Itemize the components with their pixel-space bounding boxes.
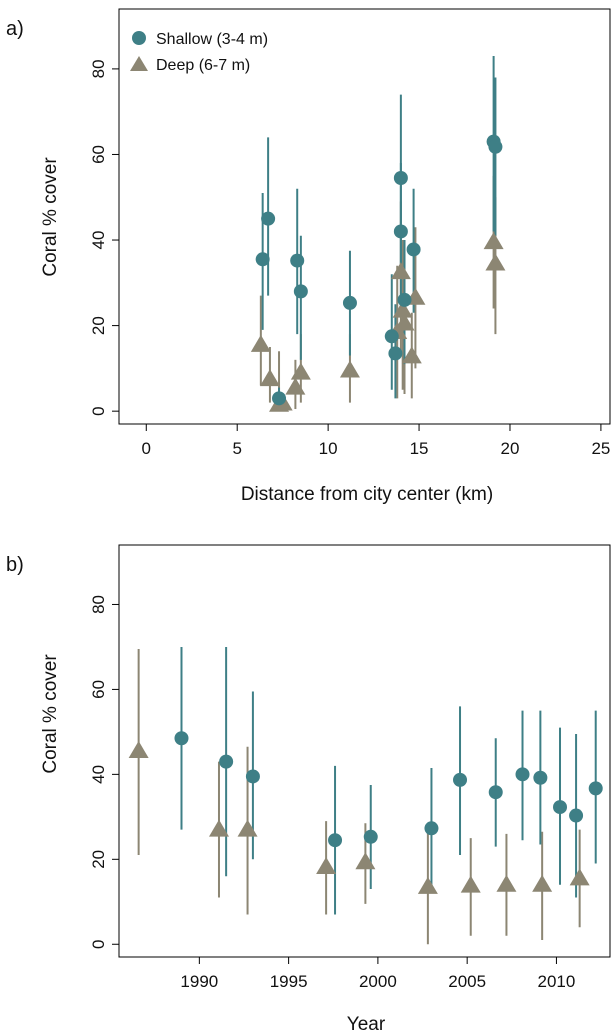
panel-a-shallow-point	[384, 329, 399, 344]
panel-b-shallow-point	[174, 731, 189, 746]
panel-a-deep-point	[485, 253, 506, 271]
panel-b-frame	[118, 544, 611, 958]
panel-a-shallow-point	[388, 346, 403, 361]
panel-a-frame	[118, 8, 611, 425]
panel-a-shallow-point	[255, 252, 270, 267]
legend-deep-marker-icon	[130, 56, 148, 71]
panel-b-y-ticks: 0 20 40 60 80	[89, 595, 119, 949]
panel-a-y-tick-label: 60	[89, 145, 108, 164]
panel-a-deep-point	[392, 300, 413, 318]
panel-b-shallow-point	[488, 785, 503, 800]
legend-shallow-marker-icon	[132, 31, 146, 45]
panel-b-x-ticks: 1990 1995 2000 2005 2010	[180, 957, 575, 991]
panel-b-x-tick-label: 1995	[270, 972, 308, 991]
panel-b-shallow-point	[245, 769, 260, 784]
panel-b-shallow-point	[363, 829, 378, 844]
panel-b-deep-point	[417, 876, 438, 894]
panel-a-shallow-point	[406, 242, 421, 257]
panel-a-marks	[250, 56, 506, 412]
panel-b-deep-point	[460, 875, 481, 893]
panel-a-deep-point	[401, 346, 422, 364]
panel-b-shallow-point	[328, 833, 343, 848]
panel-a-label: a)	[6, 18, 24, 40]
panel-b-shallow-point	[569, 808, 584, 823]
panel-a-x-tick-label: 25	[591, 439, 610, 458]
panel-b-deep-point	[237, 819, 258, 837]
panel-a-shallow-point	[272, 391, 287, 406]
panel-b-x-tick-label: 2000	[359, 972, 397, 991]
panel-a-x-tick-label: 20	[501, 439, 520, 458]
panel-b-y-axis-title: Coral % cover	[40, 654, 61, 774]
panel-b-deep-point	[355, 852, 376, 870]
panel-a-y-ticks: 0 20 40 60 80	[89, 59, 119, 416]
panel-a-shallow-point	[393, 224, 408, 239]
panel-b-deep-point	[316, 856, 337, 874]
legend-shallow-label: Shallow (3-4 m)	[156, 31, 268, 48]
panel-a-deep-point	[259, 369, 280, 387]
panel-b-x-tick-label: 2010	[538, 972, 576, 991]
panel-b: b) 1990 1995 2000 2005 2010 0 20 40 60 80 Year C…	[6, 544, 611, 1035]
panel-a-y-tick-label: 20	[89, 316, 108, 335]
panel-b-x-tick-label: 1990	[180, 972, 218, 991]
panel-a-shallow-point	[397, 292, 412, 307]
panel-b-shallow-point	[553, 800, 568, 815]
panel-a: a) 0 5 10 15 20 25 0 20 40 60 80 Distance from ci…	[6, 8, 611, 505]
panel-a-x-tick-label: 15	[410, 439, 429, 458]
panel-b-deep-point	[532, 874, 553, 892]
panel-b-deep-point	[208, 819, 229, 837]
panel-a-deep-point	[390, 262, 411, 280]
panel-b-y-tick-label: 40	[89, 765, 108, 784]
panel-a-shallow-point	[290, 253, 305, 268]
panel-a-shallow-point	[393, 170, 408, 185]
panel-b-shallow-point	[424, 821, 439, 836]
panel-b-x-axis-title: Year	[347, 1014, 386, 1035]
panel-a-shallow-point	[261, 211, 276, 226]
panel-a-deep-point	[394, 313, 415, 331]
panel-b-shallow-point	[219, 754, 234, 769]
panel-b-y-tick-label: 60	[89, 680, 108, 699]
panel-a-shallow-point	[488, 139, 503, 154]
panel-b-y-tick-label: 20	[89, 850, 108, 869]
panel-a-x-tick-label: 10	[319, 439, 338, 458]
panel-a-x-tick-label: 5	[232, 439, 241, 458]
panel-a-x-ticks: 0 5 10 15 20 25	[142, 424, 610, 458]
legend-deep-label: Deep (6-7 m)	[156, 57, 250, 74]
panel-b-shallow-point	[453, 772, 468, 787]
panel-b-label: b)	[6, 554, 24, 576]
panel-a-shallow-point	[293, 284, 308, 299]
panel-a-shallow-point	[342, 295, 357, 310]
panel-a-y-tick-label: 40	[89, 231, 108, 250]
panel-a-deep-point	[483, 232, 504, 250]
panel-a-deep-point	[339, 360, 360, 378]
panel-a-x-tick-label: 0	[142, 439, 151, 458]
panel-b-shallow-point	[515, 767, 530, 782]
panel-a-deep-point	[250, 334, 271, 352]
panel-a-y-axis-title: Coral % cover	[40, 157, 61, 277]
legend: Shallow (3-4 m) Deep (6-7 m)	[130, 31, 268, 74]
panel-a-x-axis-title: Distance from city center (km)	[241, 484, 493, 505]
panel-b-y-tick-label: 0	[89, 940, 108, 949]
panel-b-shallow-point	[588, 781, 603, 796]
panel-b-deep-point	[496, 874, 517, 892]
panel-b-deep-point	[128, 741, 149, 758]
panel-a-y-tick-label: 80	[89, 59, 108, 78]
panel-a-deep-point	[290, 362, 311, 380]
panel-b-shallow-point	[533, 770, 548, 785]
panel-a-y-tick-label: 0	[89, 406, 108, 415]
panel-b-y-tick-label: 80	[89, 595, 108, 614]
panel-b-x-tick-label: 2005	[448, 972, 486, 991]
panel-b-marks	[128, 646, 603, 945]
panel-a-deep-point	[285, 377, 306, 395]
panel-b-deep-point	[569, 868, 590, 886]
